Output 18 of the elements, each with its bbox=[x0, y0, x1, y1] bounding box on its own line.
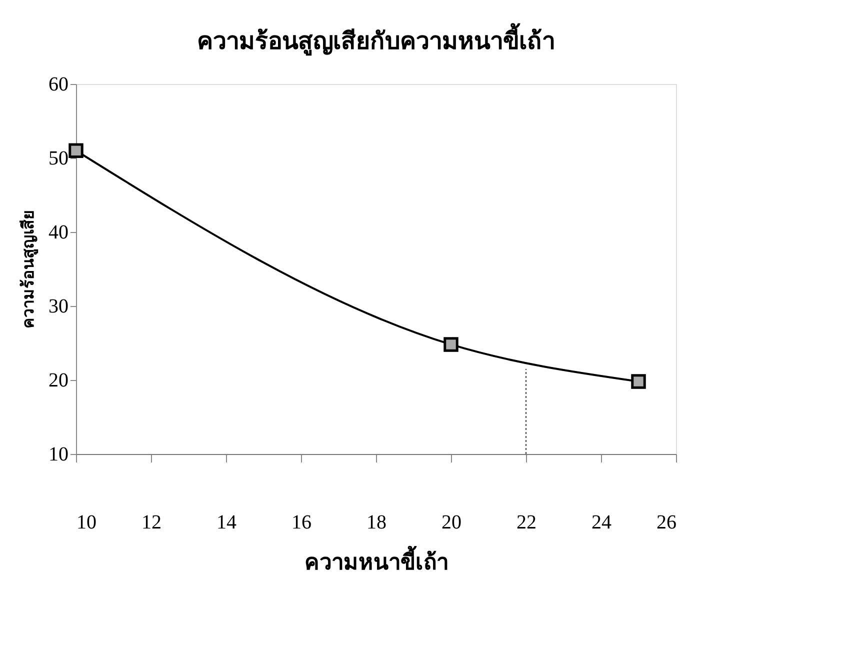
y-axis-title: ความร้อนสูญเสีย bbox=[18, 210, 40, 328]
y-tick-label: 30 bbox=[48, 296, 68, 318]
y-tick-label: 50 bbox=[48, 148, 68, 170]
y-tick-label: 60 bbox=[48, 74, 68, 96]
x-tick-label: 26 bbox=[656, 512, 676, 534]
x-tick-label: 18 bbox=[366, 512, 386, 534]
y-tick-label: 40 bbox=[48, 222, 68, 244]
x-tick-label: 12 bbox=[142, 512, 162, 534]
x-tick-label: 20 bbox=[442, 512, 462, 534]
x-tick-label: 22 bbox=[516, 512, 536, 534]
chart-title: ความร้อนสูญเสียกับความหนาขี้เถ้า bbox=[197, 22, 555, 56]
y-tick-label: 10 bbox=[48, 444, 68, 466]
y-tick-label: 20 bbox=[48, 370, 68, 392]
x-tick-label: 10 bbox=[76, 512, 96, 534]
x-tick-label: 16 bbox=[292, 512, 312, 534]
x-axis-title: ความหนาขี้เถ้า bbox=[304, 546, 448, 576]
x-tick-label: 14 bbox=[216, 512, 236, 534]
x-tick-label: 24 bbox=[592, 512, 612, 534]
